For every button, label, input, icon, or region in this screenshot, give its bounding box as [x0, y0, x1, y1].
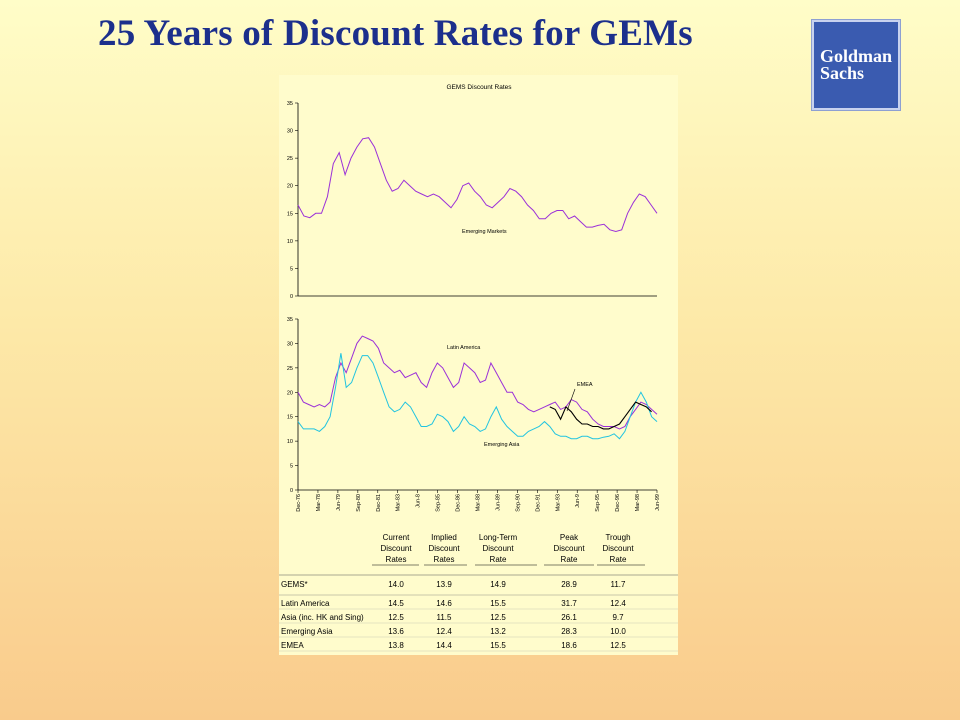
- table-header-cell: Rates: [386, 555, 407, 564]
- series-line-emea: [549, 401, 652, 430]
- table-header-cell: Rate: [610, 555, 627, 564]
- y-tick-label: 10: [287, 239, 293, 245]
- y-tick-label: 25: [287, 156, 293, 162]
- table-header-cell: Peak: [560, 533, 579, 542]
- chart-panel: 0 5 10 15 20 25 30 35 GEMS Discount Rates 0 5 10 15 2…: [279, 75, 678, 655]
- x-tick-label: Jun-99: [655, 494, 661, 511]
- logo-line-1: Goldman: [820, 46, 893, 66]
- x-tick-label: Jun-8: [416, 494, 422, 508]
- label-emea: EMEA: [577, 382, 593, 388]
- x-tick-label: Dec-76: [296, 494, 302, 512]
- table-header-cell: Rates: [434, 555, 455, 564]
- table-header-cell: Trough: [605, 533, 630, 542]
- y-tick-label: 15: [287, 415, 293, 421]
- table-header-cell: Discount: [380, 544, 412, 553]
- label-emerging-markets: Emerging Markets: [462, 229, 507, 235]
- table-cell: 18.6: [561, 641, 577, 650]
- table-header-cell: Discount: [482, 544, 514, 553]
- x-tick-label: Mar-98: [635, 494, 641, 511]
- table-cell: 9.7: [612, 613, 624, 622]
- table-cell: 12.5: [610, 641, 626, 650]
- x-tick-label: Dec-96: [615, 494, 621, 512]
- table-header-cell: Long-Term: [479, 533, 518, 542]
- table-header-cell: Discount: [428, 544, 460, 553]
- y-tick-label: 25: [287, 366, 293, 372]
- table-header-cell: Rate: [490, 555, 507, 564]
- x-tick-label: Jun-9: [575, 494, 581, 508]
- table-cell: 12.4: [436, 627, 452, 636]
- y-tick-label: 5: [290, 266, 293, 272]
- y-tick-label: 35: [287, 317, 293, 323]
- table-row-label: Emerging Asia: [281, 627, 333, 636]
- table-cell: 26.1: [561, 613, 577, 622]
- table-cell: 28.3: [561, 627, 577, 636]
- label-latin-america: Latin America: [447, 345, 481, 351]
- label-emerging-asia: Emerging Asia: [484, 442, 520, 448]
- y-tick-label: 15: [287, 211, 293, 217]
- emea-pointer: [566, 388, 576, 412]
- y-tick-label: 30: [287, 129, 293, 135]
- x-tick-label: Sep-90: [515, 494, 521, 512]
- chart-title: GEMS Discount Rates: [446, 84, 512, 91]
- x-tick-label: Mar-78: [316, 494, 322, 511]
- table-cell: 14.4: [436, 641, 452, 650]
- x-tick-label: Mar-88: [476, 494, 482, 511]
- table-cell: 14.0: [388, 580, 404, 589]
- table-cell: 12.4: [610, 599, 626, 608]
- y-tick-label: 30: [287, 341, 293, 347]
- y-tick-label: 20: [287, 390, 293, 396]
- y-tick-label: 0: [290, 294, 293, 300]
- table-cell: 15.5: [490, 599, 506, 608]
- x-tick-label: Sep-95: [595, 494, 601, 512]
- table-cell: 14.5: [388, 599, 404, 608]
- table-cell: 28.9: [561, 580, 577, 589]
- table-cell: 13.2: [490, 627, 506, 636]
- table-cell: 11.7: [611, 580, 627, 589]
- table-cell: 12.5: [490, 613, 506, 622]
- x-tick-label: Mar-83: [396, 494, 402, 511]
- x-tick-label: Sep-80: [356, 494, 362, 512]
- table-row-label: Asia (inc. HK and Sing): [281, 613, 364, 622]
- table-cell: 14.6: [436, 599, 452, 608]
- slide-title: 25 Years of Discount Rates for GEMs: [98, 13, 693, 54]
- charts-svg: 0 5 10 15 20 25 30 35 GEMS Discount Rates 0 5 10 15 2…: [279, 84, 678, 652]
- table-cell: 13.8: [388, 641, 404, 650]
- series-line-emerging-asia: [297, 353, 658, 440]
- table-cell: 10.0: [610, 627, 626, 636]
- x-tick-label: Jun-79: [336, 494, 342, 511]
- y-tick-label: 10: [287, 439, 293, 445]
- table-row-label: EMEA: [281, 641, 304, 650]
- table-header-cell: Discount: [553, 544, 585, 553]
- table-cell: 13.9: [436, 580, 452, 589]
- y-tick-label: 20: [287, 184, 293, 190]
- x-tick-label: Dec-91: [535, 494, 541, 512]
- series-line-emerging-markets: [297, 137, 658, 233]
- y-tick-label: 0: [290, 488, 293, 494]
- table-cell: 12.5: [388, 613, 404, 622]
- table-cell: 15.5: [490, 641, 506, 650]
- table-header-cell: Current: [383, 533, 410, 542]
- goldman-sachs-logo: Goldman Sachs: [812, 20, 900, 110]
- table-cell: 11.5: [437, 613, 453, 622]
- x-tick-label: Dec-86: [456, 494, 462, 512]
- y-tick-label: 35: [287, 101, 293, 107]
- table-row-label: Latin America: [281, 599, 330, 608]
- series-line-latin-america: [297, 335, 658, 430]
- y-tick-label: 5: [290, 464, 293, 470]
- table-cell: 14.9: [490, 580, 506, 589]
- x-tick-label: Mar-93: [555, 494, 561, 511]
- table-header-cell: Rate: [561, 555, 578, 564]
- x-tick-label: Sep-85: [436, 494, 442, 512]
- table-header-cell: Implied: [431, 533, 457, 542]
- logo-line-2: Sachs: [820, 63, 865, 83]
- table-cell: 31.7: [561, 599, 577, 608]
- x-tick-label: Dec-81: [376, 494, 382, 512]
- table-header-cell: Discount: [602, 544, 634, 553]
- x-tick-label: Jun-89: [495, 494, 501, 511]
- table-cell: 13.6: [388, 627, 404, 636]
- table-row-label: GEMS*: [281, 580, 308, 589]
